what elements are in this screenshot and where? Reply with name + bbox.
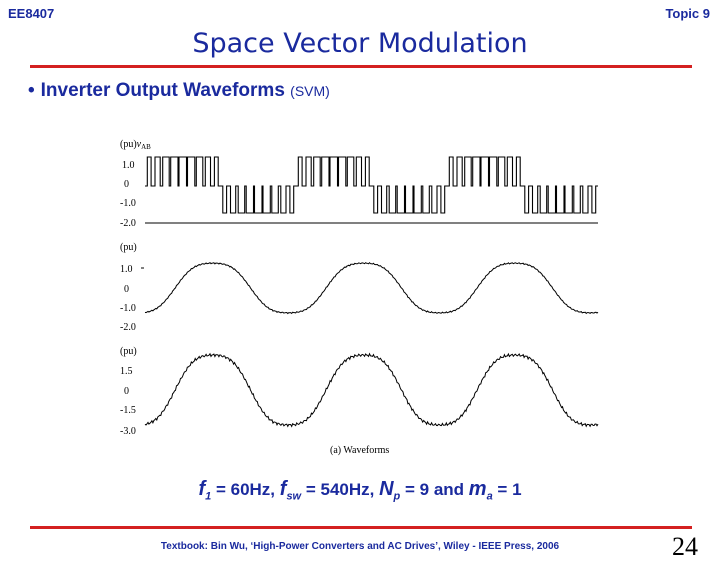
bullet-dot-icon: • [28,80,35,101]
f1-subscript: 1 [205,490,212,503]
panel3-tick-4: -3.0 [120,426,136,437]
bullet-main-text: Inverter Output Waveforms [40,80,285,101]
panel3-tick-3: -1.5 [120,405,136,416]
fsw-value: = 540Hz, [301,480,380,499]
figure-caption: (a) Waveforms [330,445,389,456]
ma-symbol: m [468,478,487,500]
textbook-reference: Textbook: Bin Wu, ‘High-Power Converters… [160,541,560,552]
slide-title: Space Vector Modulation [192,28,528,59]
f1-value: = 60Hz, [211,480,280,499]
panel2-tick-4: -2.0 [120,322,136,333]
topic-label: Topic 9 [665,6,710,21]
panel3-tick-2: 0 [124,386,129,397]
panel1-ylabel: (pu)vAB [120,139,151,151]
ma-value: = 1 [492,480,522,499]
panel2-ylabel: (pu) [120,242,137,253]
panel1-tick-4: -2.0 [120,218,136,229]
parameter-line: f1 = 60Hz, fsw = 540Hz, Np = 9 and ma = … [0,478,720,502]
fsw-symbol: f [279,478,287,500]
panel2-waveform [144,261,599,315]
waveform-figure: (pu)vAB 1.0 0 -1.0 -2.0 (pu) 1.0 0 -1.0 … [120,139,599,456]
np-subscript: p [393,490,401,503]
pwm-waveform [145,156,598,214]
page-number: 24 [672,532,698,561]
panel3-waveform [144,352,599,428]
panel1-tick-3: -1.0 [120,198,136,209]
panel3-tick-1: 1.5 [120,366,133,377]
ma-subscript: a [486,490,493,503]
bullet-heading: • Inverter Output Waveforms (SVM) [28,80,330,102]
panel2-tick-1: 1.0 [120,264,133,275]
panel2-tick-3: -1.0 [120,303,136,314]
top-divider [30,65,692,68]
panel1-tick-1: 1.0 [122,160,135,171]
panel3-ylabel: (pu) [120,346,137,357]
panel2-tick-2: 0 [124,284,129,295]
fsw-subscript: sw [286,490,302,503]
course-code: EE8407 [8,6,55,21]
panel1-tick-2: 0 [124,179,129,190]
f1-symbol: f [198,478,206,500]
np-symbol: N [379,478,394,500]
bullet-sub-text: (SVM) [290,83,330,99]
bottom-divider [30,526,692,529]
np-value: = 9 and [400,480,469,499]
